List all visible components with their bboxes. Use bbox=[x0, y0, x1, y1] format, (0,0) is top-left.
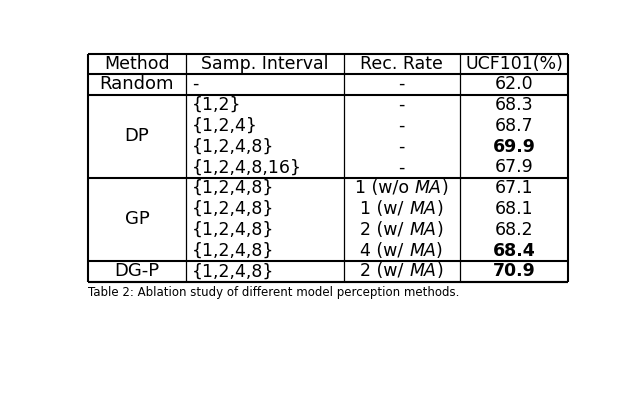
Text: ): ) bbox=[436, 241, 443, 260]
Text: UCF101(%): UCF101(%) bbox=[465, 55, 563, 73]
Text: MA: MA bbox=[409, 262, 436, 280]
Text: -: - bbox=[399, 75, 405, 93]
Text: {1,2,4,8}: {1,2,4,8} bbox=[193, 200, 275, 218]
Text: 69.9: 69.9 bbox=[493, 138, 536, 156]
Text: Rec. Rate: Rec. Rate bbox=[360, 55, 443, 73]
Text: {1,2}: {1,2} bbox=[193, 96, 242, 114]
Text: 68.7: 68.7 bbox=[495, 117, 533, 135]
Text: -: - bbox=[193, 75, 199, 93]
Text: 67.9: 67.9 bbox=[495, 158, 533, 176]
Text: {1,2,4,8}: {1,2,4,8} bbox=[193, 241, 275, 260]
Text: 67.1: 67.1 bbox=[495, 179, 533, 197]
Text: Random: Random bbox=[100, 75, 174, 93]
Text: 68.2: 68.2 bbox=[495, 221, 533, 239]
Text: GP: GP bbox=[125, 210, 149, 228]
Text: {1,2,4,8,16}: {1,2,4,8,16} bbox=[193, 158, 302, 176]
Text: {1,2,4,8}: {1,2,4,8} bbox=[193, 262, 275, 280]
Text: {1,2,4,8}: {1,2,4,8} bbox=[193, 179, 275, 197]
Text: Method: Method bbox=[104, 55, 170, 73]
Text: -: - bbox=[399, 138, 405, 156]
Text: DP: DP bbox=[125, 127, 149, 145]
Text: 68.3: 68.3 bbox=[495, 96, 533, 114]
Text: ): ) bbox=[436, 200, 443, 218]
Text: MA: MA bbox=[409, 241, 436, 260]
Text: 1 (w/: 1 (w/ bbox=[360, 200, 409, 218]
Text: MA: MA bbox=[415, 179, 442, 197]
Text: 68.4: 68.4 bbox=[493, 241, 536, 260]
Text: MA: MA bbox=[409, 221, 436, 239]
Text: 2 (w/: 2 (w/ bbox=[360, 262, 409, 280]
Text: -: - bbox=[399, 158, 405, 176]
Text: 62.0: 62.0 bbox=[495, 75, 533, 93]
Text: MA: MA bbox=[409, 200, 436, 218]
Text: 1 (w/o: 1 (w/o bbox=[355, 179, 415, 197]
Text: {1,2,4,8}: {1,2,4,8} bbox=[193, 221, 275, 239]
Text: ): ) bbox=[436, 221, 443, 239]
Text: Table 2: Ablation study of different model perception methods.: Table 2: Ablation study of different mod… bbox=[88, 286, 459, 299]
Text: -: - bbox=[399, 117, 405, 135]
Text: DG-P: DG-P bbox=[115, 262, 159, 280]
Text: {1,2,4,8}: {1,2,4,8} bbox=[193, 138, 275, 156]
Text: ): ) bbox=[436, 262, 443, 280]
Text: ): ) bbox=[442, 179, 448, 197]
Text: -: - bbox=[399, 96, 405, 114]
Text: 70.9: 70.9 bbox=[493, 262, 536, 280]
Text: 2 (w/: 2 (w/ bbox=[360, 221, 409, 239]
Text: Samp. Interval: Samp. Interval bbox=[201, 55, 328, 73]
Text: {1,2,4}: {1,2,4} bbox=[193, 117, 259, 135]
Text: 4 (w/: 4 (w/ bbox=[360, 241, 409, 260]
Text: 68.1: 68.1 bbox=[495, 200, 533, 218]
